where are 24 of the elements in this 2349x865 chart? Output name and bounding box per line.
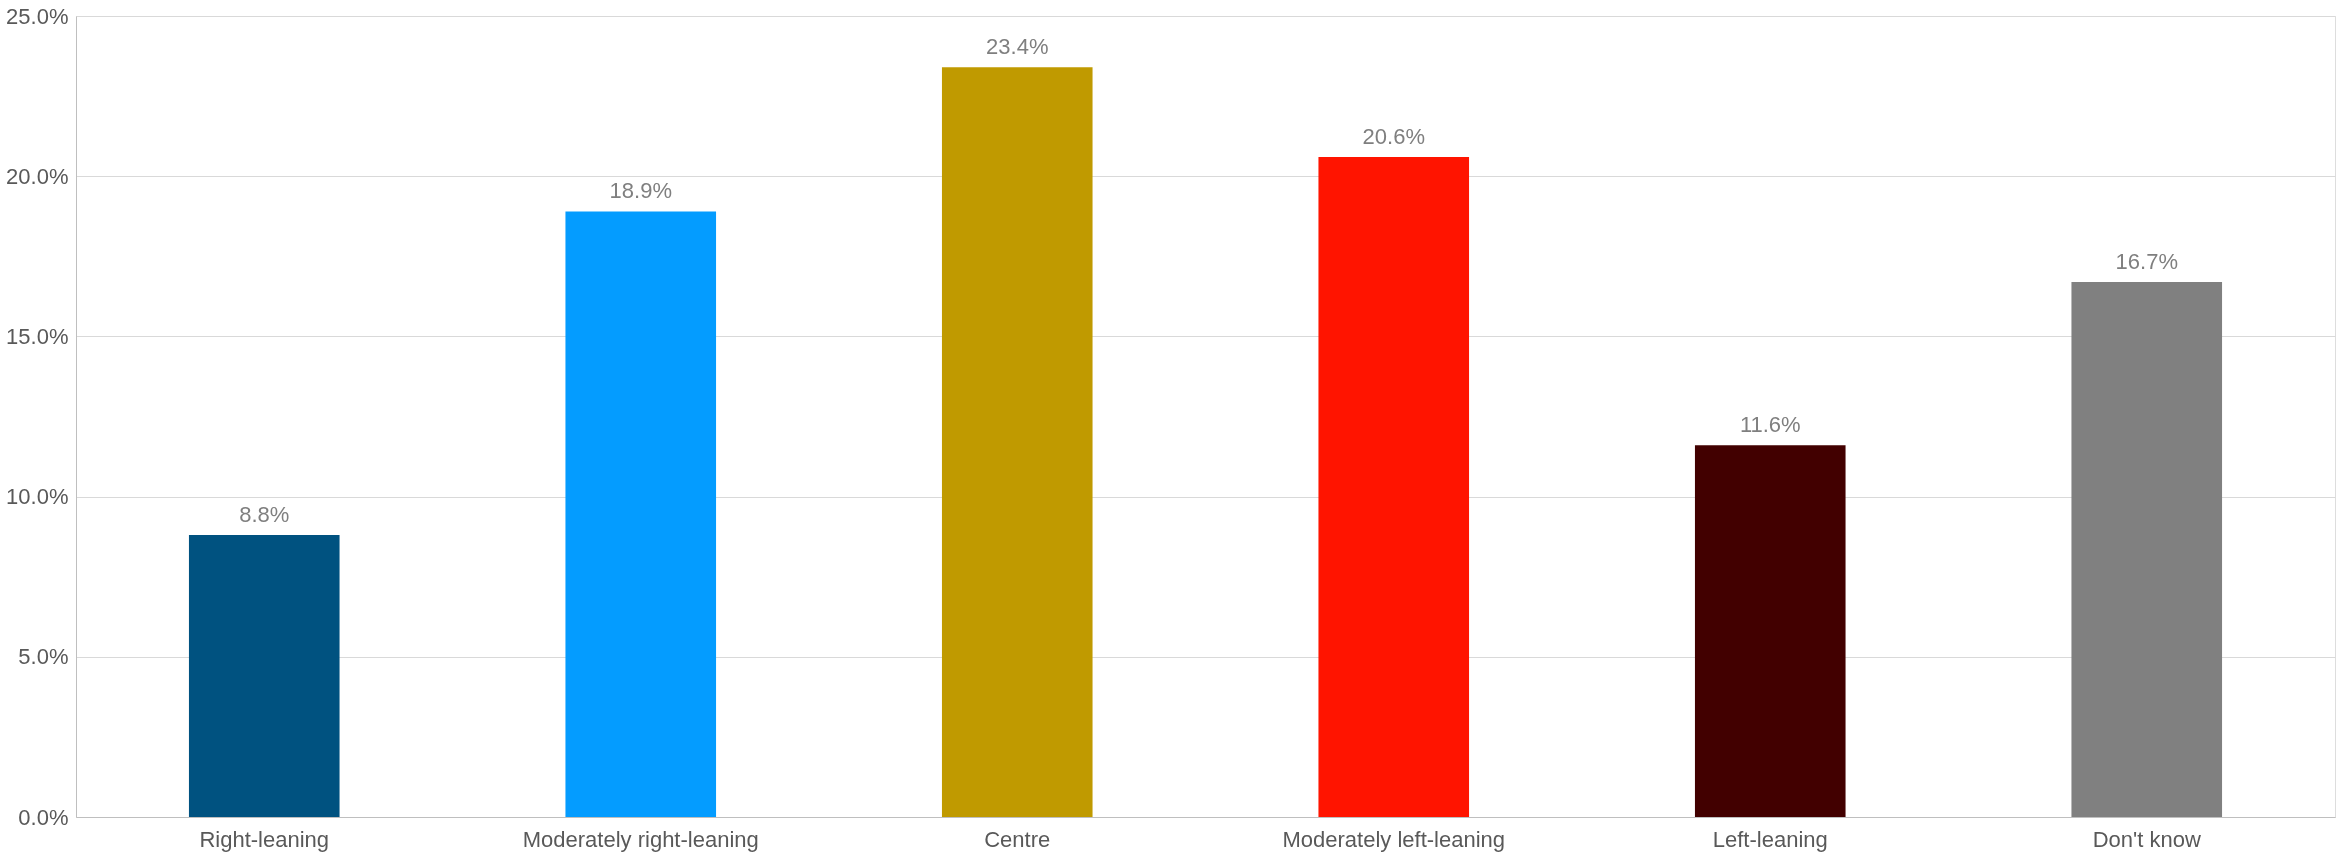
- x-tick-label: Left-leaning: [1712, 826, 1828, 852]
- x-tick-label: Moderately left-leaning: [1282, 826, 1506, 852]
- bar: [188, 535, 340, 817]
- x-tick-label: Moderately right-leaning: [522, 826, 759, 852]
- data-label: 16.7%: [2115, 248, 2178, 274]
- y-tick-label: 10.0%: [6, 484, 69, 510]
- x-tick-label: Right-leaning: [199, 826, 330, 852]
- x-tick-label: Don't know: [2092, 826, 2201, 852]
- y-tick-label: 5.0%: [18, 644, 69, 670]
- data-label: 11.6%: [1739, 412, 1801, 438]
- y-tick-label: 25.0%: [6, 3, 69, 29]
- data-label: 23.4%: [986, 34, 1049, 60]
- data-label: 20.6%: [1362, 123, 1425, 149]
- data-label: 8.8%: [239, 502, 290, 528]
- y-tick-label: 15.0%: [6, 323, 69, 349]
- bar: [565, 211, 717, 817]
- x-tick-label: Centre: [984, 826, 1051, 852]
- data-label: 18.9%: [609, 178, 672, 204]
- bar: [1318, 156, 1470, 817]
- bar: [941, 67, 1093, 817]
- y-tick-label: 0.0%: [18, 804, 69, 830]
- bar: [2071, 281, 2223, 817]
- y-tick-label: 20.0%: [6, 163, 69, 189]
- bar: [1694, 445, 1846, 817]
